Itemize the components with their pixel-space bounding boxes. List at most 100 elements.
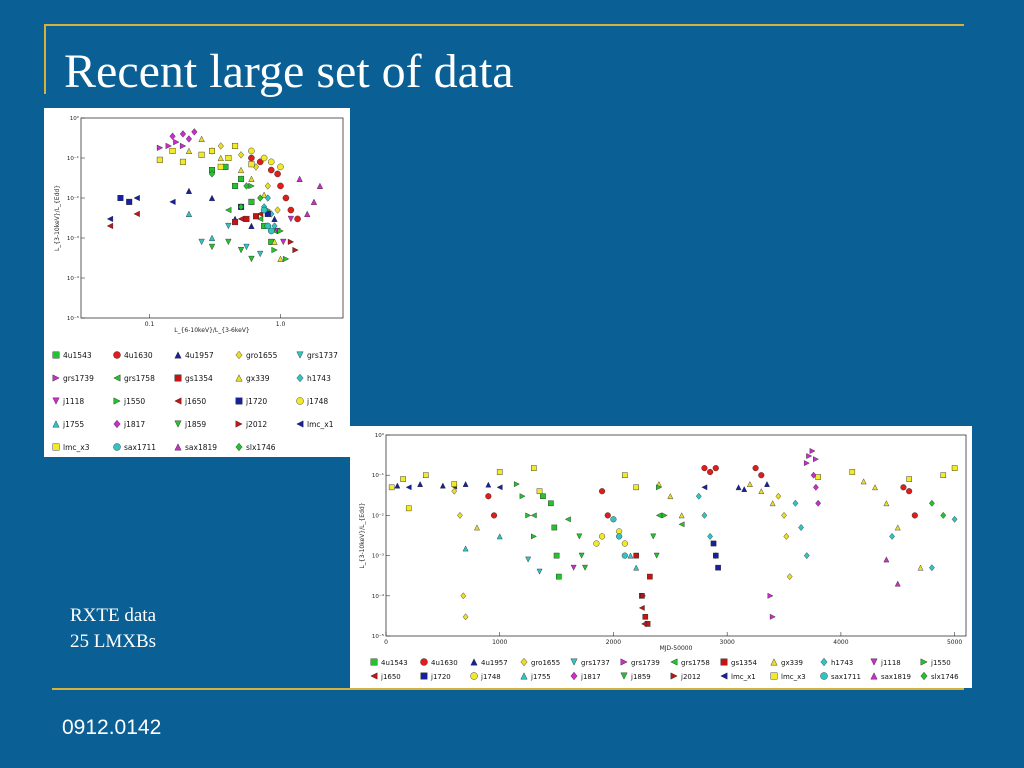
data-point-grs1739: [806, 453, 813, 459]
data-point-j1720: [117, 194, 124, 201]
legend-marker-j2012: [670, 672, 678, 680]
legend-entry-slx1746: slx1746: [235, 442, 276, 452]
legend-entry-j2012: j2012: [670, 672, 701, 681]
data-point-lmc_x3: [217, 163, 224, 170]
legend-marker-j1550: [113, 397, 121, 405]
data-point-grs1739: [179, 142, 187, 150]
data-point-gro1655: [451, 487, 458, 495]
legend-entry-j1755: j1755: [52, 420, 84, 429]
legend-label: h1743: [831, 659, 853, 667]
data-point-gro1655: [786, 573, 793, 581]
legend-label: slx1746: [931, 673, 959, 681]
data-point-lmc_x3: [849, 469, 856, 475]
left-rule: [44, 24, 46, 94]
y-tick-label: 10⁻³: [67, 235, 79, 242]
data-point-j1650: [133, 210, 140, 218]
legend-label: lmc_x1: [307, 420, 334, 429]
legend-label: 4u1543: [63, 351, 92, 360]
data-point-j1755: [627, 552, 634, 559]
data-point-gro1655: [264, 182, 271, 190]
data-point-j1748: [599, 533, 606, 540]
legend-label: gx339: [781, 659, 803, 667]
data-point-h1743: [695, 492, 702, 500]
legend-entry-lmc_x1: lmc_x1: [296, 420, 334, 429]
y-tick-label: 10⁻³: [372, 553, 384, 560]
data-point-sax1819: [296, 175, 303, 182]
legend-label: 4u1543: [381, 659, 408, 667]
data-point-gx339: [237, 166, 245, 174]
top-rule: [44, 24, 964, 26]
data-point-gx339: [474, 524, 480, 531]
data-point-4u1630: [752, 465, 759, 472]
data-point-grs1739: [173, 138, 180, 146]
legend-marker-h1743: [820, 657, 828, 667]
data-point-h1743: [271, 222, 278, 230]
legend-entry-gx339: gx339: [235, 374, 270, 383]
data-point-lmc_x3: [536, 488, 543, 494]
data-point-j1550: [277, 227, 284, 235]
data-point-j2012: [287, 238, 295, 246]
legend-marker-j1755: [520, 672, 528, 680]
x-axis-label: MJD-50000: [660, 645, 693, 652]
legend-marker-grs1758: [113, 374, 121, 382]
data-point-lmc_x3: [198, 151, 205, 158]
legend-marker-j2012: [235, 420, 243, 428]
data-point-slx1746: [257, 194, 264, 202]
legend-marker-lmc_x3: [770, 672, 778, 680]
data-point-lmc_x3: [531, 465, 537, 471]
data-point-h1743: [929, 564, 935, 572]
legend-entry-j1650: j1650: [174, 397, 206, 406]
data-point-lmc_x3: [906, 476, 912, 482]
legend-marker-slx1746: [235, 442, 243, 452]
legend-label: j1650: [184, 397, 206, 406]
y-tick-label: 10⁻²: [372, 512, 384, 519]
data-point-h1743: [951, 515, 958, 523]
data-point-j1650: [106, 222, 114, 230]
data-point-j1859: [225, 238, 232, 246]
legend-entry-4u1630: 4u1630: [113, 351, 153, 360]
legend-entry-4u1543: 4u1543: [370, 658, 408, 667]
data-point-j1550: [282, 255, 290, 263]
data-point-4u1957: [735, 484, 742, 491]
data-point-gx339: [667, 493, 674, 500]
legend-marker-gro1655: [520, 657, 528, 667]
data-point-grs1758: [225, 206, 232, 214]
legend-marker-j1650: [174, 397, 182, 405]
data-point-slx1746: [243, 182, 250, 190]
legend-label: j1817: [123, 420, 145, 429]
data-point-4u1543: [553, 552, 560, 559]
data-point-grs1737: [225, 222, 232, 230]
legend-entry-gro1655: gro1655: [520, 657, 560, 667]
legend-label: j2012: [245, 420, 267, 429]
data-point-gro1655: [781, 511, 787, 519]
data-point-j2012: [640, 592, 647, 599]
data-point-j1748: [248, 147, 255, 155]
data-point-gx339: [261, 191, 268, 198]
data-point-h1743: [707, 532, 713, 540]
data-point-lmc_x3: [423, 472, 429, 478]
legend-marker-grs1737: [296, 351, 304, 359]
legend-entry-slx1746: slx1746: [920, 671, 959, 681]
data-point-4u1630: [287, 206, 295, 214]
legend-label: lmc_x3: [63, 443, 90, 452]
legend-label: grs1737: [581, 659, 610, 667]
data-point-4u1543: [540, 493, 546, 500]
data-point-j1817: [169, 132, 176, 140]
legend-marker-gs1354: [174, 374, 182, 382]
data-point-grs1739: [769, 613, 776, 620]
legend-entry-sax1819: sax1819: [174, 443, 217, 452]
legend-marker-4u1543: [370, 658, 378, 666]
legend-label: j1550: [123, 397, 145, 406]
data-point-j1817: [813, 483, 819, 491]
x-tick-label: 1.0: [276, 321, 286, 328]
data-point-grs1739: [813, 456, 819, 463]
legend-marker-j1817: [570, 671, 578, 681]
data-point-h1743: [701, 511, 708, 519]
legend-label: gro1655: [246, 351, 278, 360]
legend-label: j1755: [62, 420, 84, 429]
legend-marker-gro1655: [235, 350, 243, 360]
data-point-j1755: [185, 210, 193, 217]
legend-marker-j1755: [52, 420, 60, 428]
data-point-grs1758: [256, 215, 264, 223]
luminosity-time-chart: 0 1000 2000 3000 4000 5000 10⁰ 10⁻¹ 10⁻² 10⁻³ 10⁻⁴…: [359, 432, 967, 681]
